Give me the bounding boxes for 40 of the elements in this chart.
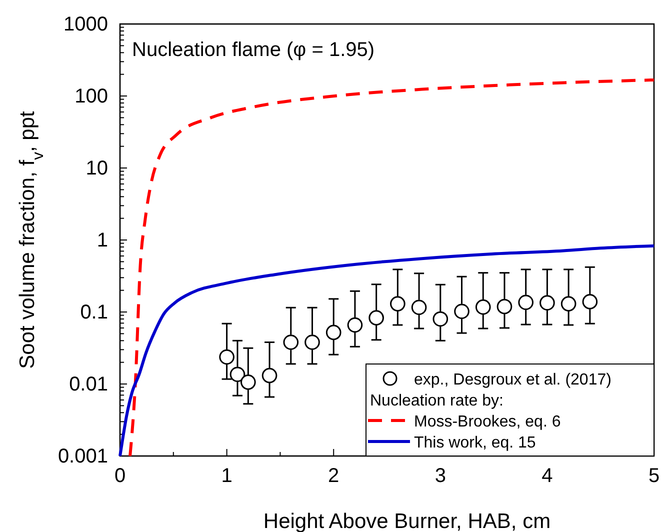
x-tick-label: 2	[328, 465, 340, 488]
x-tick-label: 1	[221, 465, 232, 488]
point	[240, 374, 256, 390]
x-tick-label: 0	[114, 465, 126, 488]
legend-label: exp., Desgroux et al. (2017)	[414, 372, 612, 388]
x-axis-title: Height Above Burner, HAB, cm	[263, 510, 551, 532]
point	[432, 311, 448, 327]
y-tick-label: 10	[86, 157, 108, 180]
legend-label: Moss-Brookes, eq. 6	[414, 414, 561, 430]
point	[283, 334, 299, 350]
y-tick-label: 1000	[64, 13, 108, 36]
point	[496, 298, 512, 314]
line-series	[128, 78, 656, 458]
point	[368, 310, 384, 326]
x-tick-label: 4	[542, 465, 553, 488]
point	[219, 349, 234, 365]
y-tick-label: 100	[74, 85, 108, 108]
x-tick-label: 5	[648, 465, 660, 488]
point	[411, 300, 427, 316]
point	[454, 304, 470, 320]
y-tick-label: 1	[96, 229, 108, 252]
point	[304, 334, 320, 350]
line-series	[118, 244, 656, 458]
point	[582, 294, 598, 310]
y-tick-label: 0.1	[80, 301, 108, 324]
point	[390, 296, 406, 312]
y-tick-label: 0.01	[69, 373, 108, 396]
point	[475, 299, 491, 315]
point	[326, 324, 342, 340]
x-tick-label: 3	[434, 465, 446, 488]
point	[518, 294, 534, 310]
y-tick-label: 0.001	[58, 445, 108, 468]
point	[560, 296, 576, 312]
point	[540, 295, 555, 310]
text: Nucleation flame (φ = 1.95)	[132, 39, 375, 61]
point	[347, 317, 363, 333]
point	[262, 368, 278, 384]
legend-title: Nucleation rate by:	[370, 392, 504, 410]
legend-label: This work, eq. 15	[414, 434, 536, 452]
point	[230, 366, 246, 382]
